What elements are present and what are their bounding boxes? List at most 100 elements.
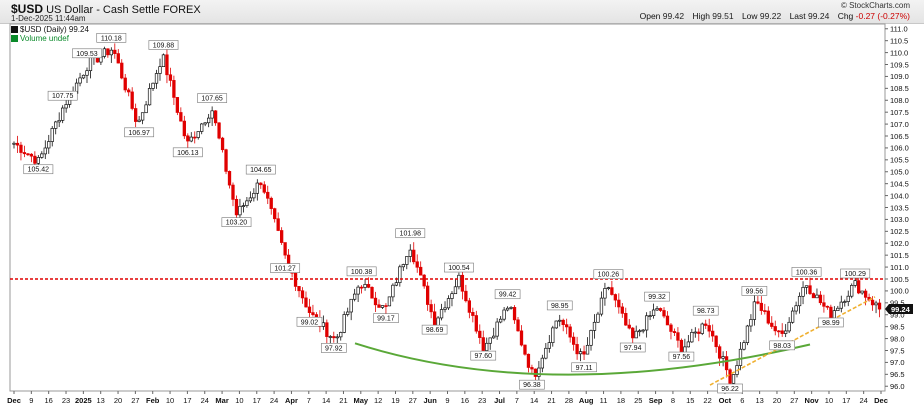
y-tick-label: 110.5 (890, 36, 908, 45)
pivot-label-box (593, 269, 624, 280)
candle-body (599, 297, 604, 315)
candle-body (179, 112, 183, 122)
pivot-label-box (373, 313, 399, 323)
candle-body (29, 153, 34, 157)
candle-body (519, 330, 524, 346)
candle-body (498, 318, 503, 323)
x-tick-label: 20 (773, 396, 781, 405)
candle-body (54, 121, 58, 129)
candle-body (530, 367, 534, 370)
pivot-label: 99.02 (301, 319, 319, 326)
pivot-label: 100.54 (448, 265, 470, 272)
x-tick-label: Nov (805, 396, 820, 405)
candle-body (641, 329, 645, 332)
chart-header: $USD US Dollar - Cash Settle FOREX 1-Dec… (0, 0, 924, 24)
candle-body (321, 322, 326, 327)
last-value: 99.24 (808, 11, 830, 21)
pivot-label-box (717, 383, 743, 394)
candle-body (339, 332, 343, 338)
candle-body (478, 330, 482, 338)
candle-body (561, 319, 565, 326)
candle-body (457, 274, 461, 288)
x-tick-label: 10 (825, 396, 833, 405)
x-tick-label: 27 (131, 396, 139, 405)
candle-body (356, 286, 360, 295)
pivot-label: 98.03 (773, 343, 791, 350)
candle-body (15, 142, 20, 146)
candle-body (335, 336, 339, 339)
x-tick-label: 24 (859, 396, 867, 405)
high-value: 99.51 (712, 11, 734, 21)
candle-body (266, 191, 270, 199)
candle-body (558, 319, 562, 322)
x-tick-label: 16 (45, 396, 53, 405)
candle-body (193, 136, 197, 139)
pivot-label-box (741, 286, 768, 296)
candle-body (269, 197, 273, 209)
candle-body (227, 171, 232, 186)
candle-body (297, 286, 301, 292)
candle-body (175, 97, 180, 113)
candle-body (492, 335, 496, 339)
rounding-bottom-arc (354, 342, 811, 376)
candle-body (352, 293, 357, 300)
y-tick-label: 102.5 (890, 227, 909, 236)
candle-body (693, 331, 697, 334)
candle-body (554, 320, 558, 329)
candle-body (248, 197, 253, 202)
pivot-label: 98.99 (822, 320, 840, 327)
x-tick-label: May (354, 396, 369, 405)
chg-label: Chg (837, 11, 854, 21)
open-label: Open (639, 11, 661, 21)
x-tick-label: 21 (339, 396, 347, 405)
candle-body (446, 298, 451, 309)
pivot-label-box (571, 362, 597, 373)
candle-body (363, 284, 367, 288)
pivot-label-box (470, 350, 497, 361)
y-tick-label: 104.0 (890, 191, 909, 200)
candle-body (144, 104, 148, 114)
candle-body (346, 311, 350, 315)
candle-body (610, 287, 614, 295)
x-tick-label: 22 (703, 396, 711, 405)
candle-body (134, 108, 138, 122)
y-tick-label: 99.0 (890, 311, 905, 320)
candle-body (412, 249, 416, 263)
candle-body (207, 117, 211, 124)
candle-body (832, 310, 836, 319)
volume-legend: Volume undef (11, 34, 69, 43)
candle-body (61, 107, 65, 121)
x-tick-label: 24 (270, 396, 278, 405)
y-tick-label: 106.0 (890, 144, 909, 153)
candle-body (759, 302, 763, 311)
candle-body (40, 153, 44, 158)
candle-body (648, 315, 652, 317)
candle-body (523, 344, 527, 355)
candle-body (870, 299, 875, 306)
last-price-tag-label: 99.24 (891, 305, 911, 314)
candle-body (540, 357, 545, 369)
candle-body (106, 48, 110, 56)
candle-body (332, 336, 336, 339)
candle-body (113, 49, 117, 54)
candle-body (804, 285, 809, 288)
candle-body (777, 330, 781, 333)
candle-body (836, 307, 840, 311)
candle-body (651, 309, 656, 316)
x-tick-label: Mar (215, 396, 228, 405)
pivot-label: 99.42 (499, 292, 517, 299)
candle-body (565, 324, 569, 328)
candle-body (471, 312, 475, 316)
candle-body (578, 351, 583, 355)
candle-body (12, 142, 16, 145)
x-tick-label: Feb (146, 396, 160, 405)
candle-body (293, 272, 298, 287)
pivot-label-box (221, 217, 252, 227)
pivot-label-box (644, 291, 670, 302)
candle-body (342, 314, 346, 333)
x-tick-label: 27 (790, 396, 798, 405)
x-tick-label: 10 (166, 396, 174, 405)
x-tick-label: 15 (686, 396, 694, 405)
candle-body (189, 136, 193, 142)
